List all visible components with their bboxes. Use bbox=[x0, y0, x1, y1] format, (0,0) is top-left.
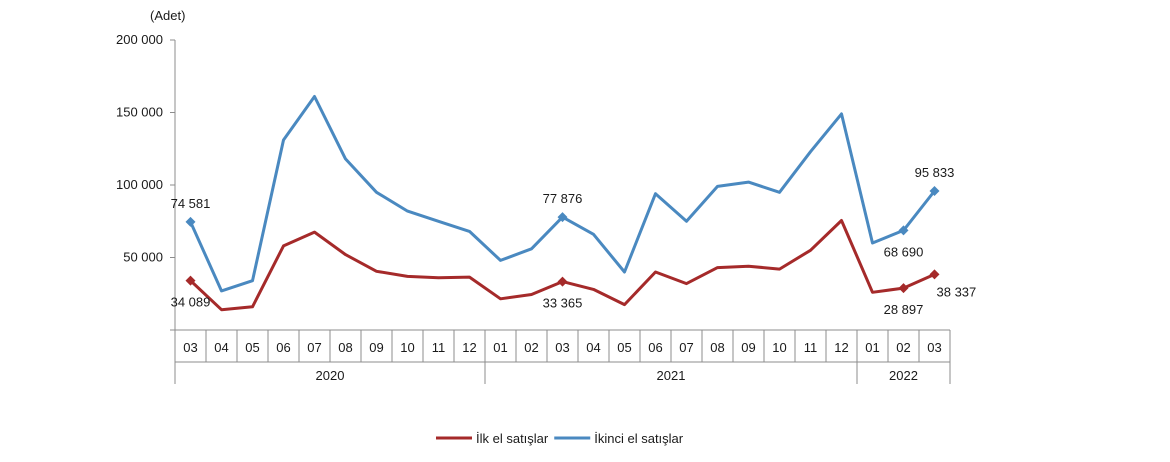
x-tick-label: 07 bbox=[679, 340, 693, 355]
x-tick-label: 05 bbox=[617, 340, 631, 355]
x-tick-label: 02 bbox=[524, 340, 538, 355]
year-label: 2022 bbox=[889, 368, 918, 383]
x-tick-label: 05 bbox=[245, 340, 259, 355]
legend: İlk el satışlar İkinci el satışlar bbox=[436, 431, 684, 446]
x-tick-label: 06 bbox=[276, 340, 290, 355]
x-tick-label: 12 bbox=[462, 340, 476, 355]
x-tick-label: 09 bbox=[741, 340, 755, 355]
x-tick-label: 11 bbox=[804, 340, 818, 355]
data-label: 28 897 bbox=[884, 302, 924, 317]
y-tick-label: 50 000 bbox=[123, 250, 163, 265]
year-label: 2020 bbox=[316, 368, 345, 383]
x-tick-label: 11 bbox=[432, 340, 446, 355]
y-axis: 200 000 150 000 100 000 50 000 bbox=[116, 32, 176, 384]
data-point-marker bbox=[898, 283, 909, 294]
data-label: 74 581 bbox=[171, 196, 211, 211]
x-tick-label: 04 bbox=[214, 340, 228, 355]
data-markers bbox=[185, 186, 940, 294]
y-tick-label: 150 000 bbox=[116, 105, 163, 120]
data-point-marker bbox=[185, 275, 196, 286]
x-axis: 03 04 05 06 07 08 09 10 11 12 01 02 03 04 05 06 07 08 09 10… bbox=[174, 329, 951, 384]
x-tick-label: 01 bbox=[865, 340, 879, 355]
x-tick-label: 10 bbox=[772, 340, 786, 355]
data-point-marker bbox=[929, 269, 940, 280]
x-tick-label: 09 bbox=[369, 340, 383, 355]
data-label: 95 833 bbox=[915, 165, 955, 180]
legend-label: İlk el satışlar bbox=[476, 431, 549, 446]
data-label: 38 337 bbox=[937, 284, 977, 299]
legend-label: İkinci el satışlar bbox=[594, 431, 684, 446]
x-tick-label: 07 bbox=[307, 340, 321, 355]
x-tick-label: 12 bbox=[834, 340, 848, 355]
data-label: 77 876 bbox=[543, 191, 583, 206]
x-tick-label: 06 bbox=[648, 340, 662, 355]
data-labels: 34 089 33 365 28 897 38 337 74 581 77 876 68 6… bbox=[171, 165, 977, 317]
data-label: 34 089 bbox=[171, 295, 211, 310]
data-point-marker bbox=[185, 216, 196, 227]
x-tick-label: 01 bbox=[493, 340, 507, 355]
x-tick-label: 03 bbox=[927, 340, 941, 355]
data-point-marker bbox=[898, 225, 909, 236]
x-tick-label: 04 bbox=[586, 340, 600, 355]
data-label: 68 690 bbox=[884, 244, 924, 259]
x-tick-label: 10 bbox=[400, 340, 414, 355]
year-label: 2021 bbox=[657, 368, 686, 383]
x-tick-label: 03 bbox=[555, 340, 569, 355]
data-point-marker bbox=[929, 186, 940, 197]
data-point-marker bbox=[557, 276, 568, 287]
data-label: 33 365 bbox=[543, 296, 583, 311]
x-tick-label: 08 bbox=[710, 340, 724, 355]
unit-label: (Adet) bbox=[150, 8, 185, 23]
data-point-marker bbox=[557, 212, 568, 223]
x-tick-label: 08 bbox=[338, 340, 352, 355]
x-tick-label: 02 bbox=[896, 340, 910, 355]
x-tick-label: 03 bbox=[183, 340, 197, 355]
y-tick-label: 200 000 bbox=[116, 32, 163, 47]
y-tick-label: 100 000 bbox=[116, 177, 163, 192]
